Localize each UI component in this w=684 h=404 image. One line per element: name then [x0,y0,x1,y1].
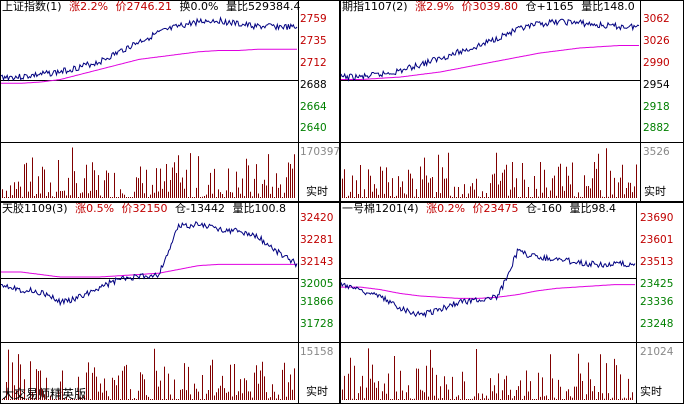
open-interest: 仓-160 [526,202,562,215]
intraday-price-line [340,248,636,319]
intraday-price-line [0,15,298,82]
realtime-label: 实时 [640,385,662,398]
price-axis-label: 2688 [300,79,327,91]
price-axis-label: 32420 [300,212,334,224]
price-axis-label: 32143 [300,256,334,268]
price-axis-label: 2759 [300,13,327,25]
price-axis-label: 31866 [300,296,334,308]
change-percent: 涨2.9% [415,0,455,13]
price-axis-label: 2640 [300,122,327,134]
price-axis-label: 3062 [643,13,670,25]
panel-frame [0,0,340,202]
volume-ratio: 量比148.0 [581,0,635,13]
average-price-line [1,263,297,278]
chart-panel-rubber-futures[interactable]: 天胶1109(3) 涨0.5% 价32150 仓-13442 量比100.8 3… [0,202,340,404]
index-futures-chart[interactable] [340,0,684,202]
instrument-name: 一号棉1201(4) [342,202,419,215]
realtime-label: 实时 [306,385,328,398]
realtime-label: 实时 [644,185,666,198]
price-axis-label: 23513 [640,256,674,268]
realtime-label: 实时 [306,185,328,198]
price-axis-label: 23248 [640,318,674,330]
chart-panel-shanghai-index[interactable]: 上证指数(1) 涨2.2% 价2746.21 换0.0% 量比529384.4 … [0,0,340,202]
software-watermark: 大交易师精英版 [2,387,87,401]
change-percent: 涨0.5% [75,202,115,215]
price-axis-label: 2882 [643,122,670,134]
price-axis-label: 2954 [643,79,670,91]
price-axis-label: 2664 [300,101,327,113]
open-interest: 仓+1165 [525,0,574,13]
average-price-line [341,45,639,80]
intraday-price-line [0,220,298,307]
price-axis-label: 32005 [300,278,334,290]
price-axis-label: 2990 [643,57,670,69]
last-price: 价3039.80 [461,0,519,13]
price-axis-label: 2918 [643,101,670,113]
volume-ratio: 量比529384.4 [226,0,301,13]
last-price: 价23475 [472,202,519,215]
instrument-name: 天胶1109(3) [2,202,68,215]
last-price: 价32150 [121,202,168,215]
turnover-rate: 换0.0% [179,0,219,13]
price-axis-label: 3026 [643,35,670,47]
shanghai-index-chart[interactable] [0,0,340,202]
change-percent: 涨0.2% [426,202,466,215]
volume-axis-label: 15158 [300,346,334,358]
price-axis-label: 31728 [300,318,334,330]
price-axis-label: 32281 [300,234,334,246]
panel-header: 一号棉1201(4) 涨0.2% 价23475 仓-160 量比98.4 [342,202,620,216]
open-interest: 仓-13442 [175,202,225,215]
instrument-name: 期指1107(2) [342,0,408,13]
price-axis-label: 23336 [640,296,674,308]
chart-panel-cotton-futures[interactable]: 一号棉1201(4) 涨0.2% 价23475 仓-160 量比98.4 236… [340,202,684,404]
volume-axis-label: 170397 [300,146,341,158]
price-axis-label: 2735 [300,35,327,47]
cotton-futures-chart[interactable] [340,202,684,404]
price-axis-label: 23601 [640,234,674,246]
average-price-line [1,48,297,84]
chart-panel-index-futures[interactable]: 期指1107(2) 涨2.9% 价3039.80 仓+1165 量比148.0 … [340,0,684,202]
panel-frame [0,202,340,404]
price-axis-label: 2712 [300,57,327,69]
price-axis-label: 23425 [640,278,674,290]
panel-header: 上证指数(1) 涨2.2% 价2746.21 换0.0% 量比529384.4 [2,0,305,14]
volume-axis-label: 3526 [643,146,670,158]
panel-frame [340,202,684,404]
intraday-price-line [340,18,640,82]
change-percent: 涨2.2% [69,0,109,13]
last-price: 价2746.21 [115,0,173,13]
volume-ratio: 量比98.4 [569,202,617,215]
volume-ratio: 量比100.8 [232,202,287,215]
instrument-name: 上证指数(1) [2,0,62,13]
panel-header: 期指1107(2) 涨2.9% 价3039.80 仓+1165 量比148.0 [342,0,639,14]
panel-header: 天胶1109(3) 涨0.5% 价32150 仓-13442 量比100.8 [2,202,290,216]
price-axis-label: 23690 [640,212,674,224]
rubber-futures-chart[interactable] [0,202,340,404]
volume-axis-label: 21024 [640,346,674,358]
